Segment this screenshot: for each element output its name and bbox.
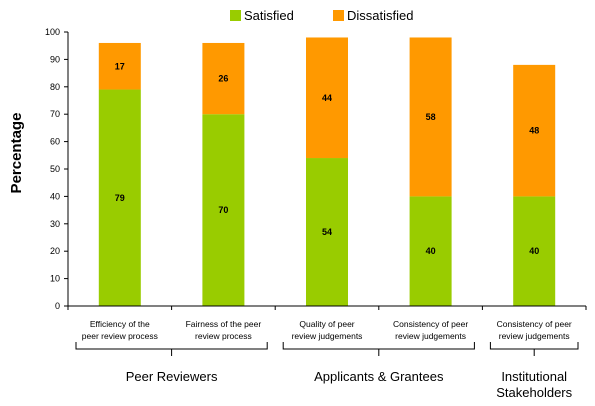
y-tick-label: 30 <box>50 219 60 229</box>
x-axis: Efficiency of the peer review process Fair… <box>67 305 587 341</box>
group-label-2: Stakeholders <box>496 385 572 400</box>
y-tick-label: 70 <box>50 109 60 119</box>
legend-label-satisfied: Satisfied <box>244 8 294 23</box>
category-groups: Peer Reviewers Applicants & Grantees Insti… <box>75 342 579 400</box>
y-tick-label: 50 <box>50 164 60 174</box>
bars: 79 17 70 26 54 44 40 58 40 48 <box>98 37 556 306</box>
data-label-satisfied-4: 40 <box>529 246 539 256</box>
x-category-label: Fairness of the peer <box>186 319 262 329</box>
legend: Satisfied Dissatisfied <box>230 8 413 23</box>
legend-swatch-satisfied <box>230 10 241 21</box>
x-category-label: Efficiency of the <box>90 319 150 329</box>
bar-dissatisfied-3 <box>409 37 452 197</box>
group-bracket-1 <box>282 342 475 356</box>
legend-label-dissatisfied: Dissatisfied <box>347 8 413 23</box>
data-label-dissatisfied-2: 44 <box>322 93 332 103</box>
y-axis-label: Percentage <box>8 113 25 194</box>
y-tick-label: 100 <box>45 27 60 37</box>
x-category-label: Quality of peer <box>299 319 354 329</box>
x-category-label: review judgements <box>395 331 466 341</box>
y-tick-label: 20 <box>50 246 60 256</box>
data-label-satisfied-3: 40 <box>426 246 436 256</box>
data-label-dissatisfied-3: 58 <box>426 112 436 122</box>
y-tick-label: 10 <box>50 274 60 284</box>
x-category-label: peer review process <box>82 331 158 341</box>
bar-satisfied-4 <box>513 196 556 306</box>
x-category-label: Consistency of peer <box>497 319 572 329</box>
group-label-1: Applicants & Grantees <box>314 369 444 384</box>
x-category-label: review judgements <box>292 331 363 341</box>
bar-satisfied-0 <box>98 89 141 306</box>
y-tick-label: 60 <box>50 137 60 147</box>
group-label-2: Institutional <box>501 369 567 384</box>
data-label-dissatisfied-4: 48 <box>529 126 539 136</box>
bar-satisfied-1 <box>202 114 245 306</box>
data-label-satisfied-2: 54 <box>322 227 332 237</box>
x-category-label: review judgements <box>499 331 570 341</box>
bar-dissatisfied-4 <box>513 64 556 197</box>
bar-dissatisfied-1 <box>202 42 245 115</box>
data-label-satisfied-0: 79 <box>115 193 125 203</box>
y-axis: 0 10 20 30 40 50 60 70 80 90 100 <box>45 27 69 311</box>
bar-satisfied-2 <box>306 158 348 306</box>
y-tick-label: 40 <box>50 191 60 201</box>
group-bracket-0 <box>75 342 268 356</box>
bar-dissatisfied-2 <box>306 37 348 159</box>
y-tick-label: 80 <box>50 82 60 92</box>
legend-swatch-dissatisfied <box>333 10 344 21</box>
data-label-dissatisfied-0: 17 <box>115 61 125 71</box>
x-category-label: Consistency of peer <box>393 319 468 329</box>
data-label-satisfied-1: 70 <box>218 205 228 215</box>
bar-satisfied-3 <box>409 196 452 306</box>
y-tick-label: 0 <box>55 301 60 311</box>
group-label-0: Peer Reviewers <box>126 369 218 384</box>
y-tick-label: 90 <box>50 54 60 64</box>
x-category-label: review process <box>195 331 252 341</box>
bar-dissatisfied-0 <box>98 42 141 90</box>
data-label-dissatisfied-1: 26 <box>218 74 228 84</box>
group-bracket-2 <box>489 342 579 356</box>
